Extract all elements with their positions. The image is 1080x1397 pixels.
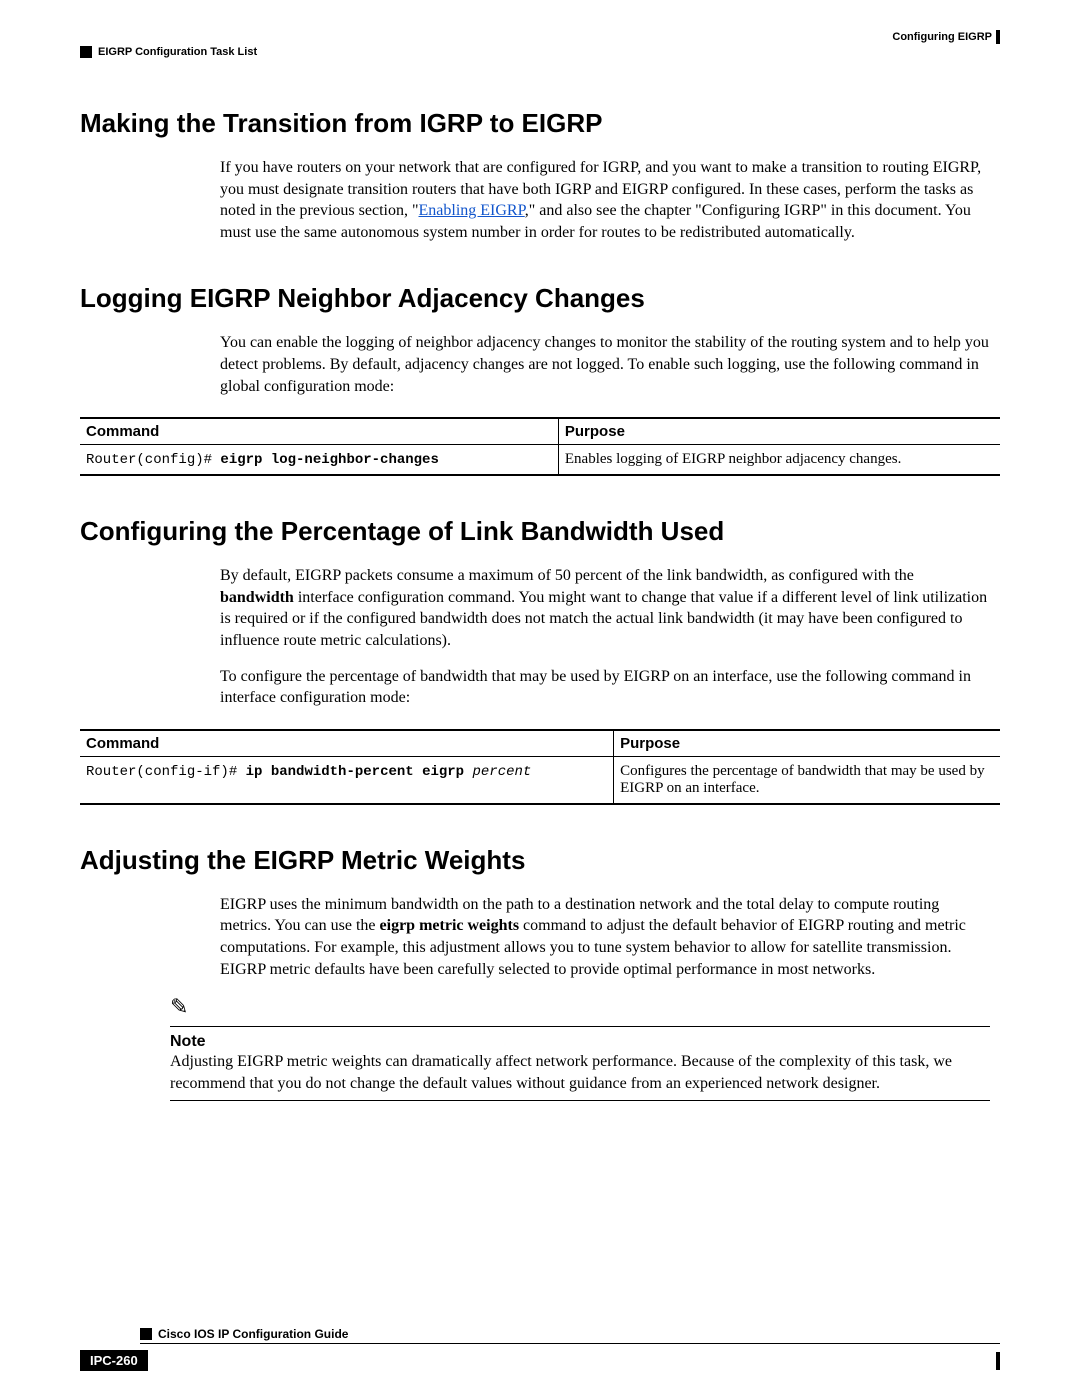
td-cmd-2: Router(config-if)# ip bandwidth-percent … bbox=[80, 756, 614, 804]
header-section: EIGRP Configuration Task List bbox=[80, 46, 1000, 58]
para-bandwidth-1: By default, EIGRP packets consume a maxi… bbox=[220, 565, 990, 651]
footer: Cisco IOS IP Configuration Guide IPC-260 bbox=[80, 1325, 1000, 1371]
heading-transition: Making the Transition from IGRP to EIGRP bbox=[80, 108, 1000, 139]
td-purpose-2b: Configures the percentage of bandwidth t… bbox=[614, 756, 1000, 804]
note-pen-icon: ✎ bbox=[170, 994, 1000, 1020]
header-chapter-text: Configuring EIGRP bbox=[892, 31, 992, 43]
table-bandwidth: Command Purpose Router(config-if)# ip ba… bbox=[80, 729, 1000, 805]
note-label: Note bbox=[170, 1033, 218, 1051]
para-bandwidth-2: To configure the percentage of bandwidth… bbox=[220, 666, 990, 709]
para-transition: If you have routers on your network that… bbox=[220, 157, 990, 243]
page-number: IPC-260 bbox=[80, 1350, 148, 1371]
header-chapter: Configuring EIGRP bbox=[80, 30, 1000, 44]
th-purpose: Purpose bbox=[558, 418, 1000, 445]
link-enabling-eigrp[interactable]: Enabling EIGRP bbox=[419, 202, 525, 219]
para-logging: You can enable the logging of neighbor a… bbox=[220, 332, 990, 397]
th-command: Command bbox=[80, 418, 558, 445]
td-cmd-1: Router(config)# eigrp log-neighbor-chang… bbox=[80, 445, 558, 476]
th-command-2: Command bbox=[80, 730, 614, 757]
heading-logging: Logging EIGRP Neighbor Adjacency Changes bbox=[80, 283, 1000, 314]
th-purpose-2: Purpose bbox=[614, 730, 1000, 757]
table-logging: Command Purpose Router(config)# eigrp lo… bbox=[80, 417, 1000, 476]
footer-title: Cisco IOS IP Configuration Guide bbox=[158, 1327, 348, 1341]
note-block: Note Adjusting EIGRP metric weights can … bbox=[170, 1026, 990, 1101]
header-section-text: EIGRP Configuration Task List bbox=[98, 46, 257, 58]
para-metric: EIGRP uses the minimum bandwidth on the … bbox=[220, 894, 990, 980]
heading-bandwidth: Configuring the Percentage of Link Bandw… bbox=[80, 516, 1000, 547]
note-text: Adjusting EIGRP metric weights can drama… bbox=[170, 1051, 990, 1094]
heading-metric: Adjusting the EIGRP Metric Weights bbox=[80, 845, 1000, 876]
td-purpose-1: Enables logging of EIGRP neighbor adjace… bbox=[558, 445, 1000, 476]
